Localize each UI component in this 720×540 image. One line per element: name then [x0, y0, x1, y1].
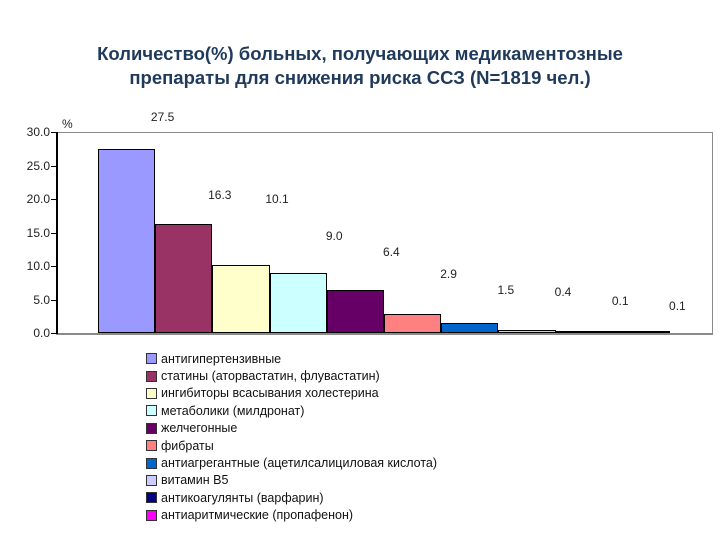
legend-label: фибраты	[161, 439, 214, 453]
legend-swatch-icon	[146, 440, 157, 451]
bar-value-label: 0.4	[543, 285, 583, 299]
legend-swatch-icon	[146, 371, 157, 382]
legend-label: желчегонные	[161, 421, 237, 435]
bar	[212, 265, 269, 333]
chart-title: Количество(%) больных, получающих медика…	[40, 42, 680, 90]
bar	[613, 331, 670, 333]
legend-label: статины (аторвастатин, флувастатин)	[161, 369, 380, 383]
bar	[498, 330, 555, 333]
bar	[384, 314, 441, 333]
y-axis-unit-label: %	[62, 117, 73, 131]
bar	[155, 224, 212, 333]
legend-label: метаболики (милдронат)	[161, 404, 304, 418]
legend-item: фибраты	[146, 437, 437, 454]
legend-item: статины (аторвастатин, флувастатин)	[146, 367, 437, 384]
legend-label: витамин В5	[161, 473, 228, 487]
bar	[441, 323, 498, 333]
legend-item: антикоагулянты (варфарин)	[146, 489, 437, 506]
y-tick-mark	[51, 266, 57, 267]
bar	[98, 149, 155, 333]
legend-label: антиаритмические (пропафенон)	[161, 508, 353, 522]
bar-value-label: 27.5	[143, 110, 183, 124]
legend-swatch-icon	[146, 388, 157, 399]
legend-swatch-icon	[146, 492, 157, 503]
legend-label: ингибиторы всасывания холестерина	[161, 386, 379, 400]
legend-label: антикоагулянты (варфарин)	[161, 491, 324, 505]
legend-swatch-icon	[146, 510, 157, 521]
legend-swatch-icon	[146, 423, 157, 434]
y-tick-label: 15.0	[20, 226, 50, 240]
bar	[270, 273, 327, 333]
chart-title-line-2: препараты для снижения риска ССЗ (N=1819…	[40, 66, 680, 90]
bar-value-label: 16.3	[200, 188, 240, 202]
legend-item: желчегонные	[146, 420, 437, 437]
legend-swatch-icon	[146, 475, 157, 486]
y-tick-label: 25.0	[20, 159, 50, 173]
legend-label: антигипертензивные	[161, 352, 281, 366]
y-tick-mark	[51, 199, 57, 200]
legend-swatch-icon	[146, 458, 157, 469]
legend-item: витамин В5	[146, 472, 437, 489]
legend: антигипертензивные статины (аторвастатин,…	[146, 350, 437, 524]
x-axis	[56, 333, 713, 335]
y-tick-mark	[51, 300, 57, 301]
bar-value-label: 0.1	[657, 299, 697, 313]
bar	[327, 290, 384, 333]
y-tick-mark	[51, 166, 57, 167]
chart-title-line-1: Количество(%) больных, получающих медика…	[40, 42, 680, 66]
legend-item: ингибиторы всасывания холестерина	[146, 385, 437, 402]
y-tick-mark	[51, 233, 57, 234]
y-tick-label: 0.0	[20, 326, 50, 340]
bar-value-label: 10.1	[257, 192, 297, 206]
y-tick-label: 20.0	[20, 192, 50, 206]
legend-label: антиагрегантные (ацетилсалициловая кисло…	[161, 456, 437, 470]
bar-value-label: 9.0	[314, 229, 354, 243]
bar-value-label: 2.9	[429, 267, 469, 281]
bar-value-label: 1.5	[486, 283, 526, 297]
legend-swatch-icon	[146, 405, 157, 416]
bar-value-label: 6.4	[371, 245, 411, 259]
legend-item: антигипертензивные	[146, 350, 437, 367]
legend-item: антиагрегантные (ацетилсалициловая кисло…	[146, 454, 437, 471]
y-tick-label: 30.0	[20, 125, 50, 139]
y-tick-label: 5.0	[20, 293, 50, 307]
bar-value-label: 0.1	[600, 294, 640, 308]
y-tick-mark	[51, 132, 57, 133]
legend-item: антиаритмические (пропафенон)	[146, 507, 437, 524]
bar	[556, 331, 613, 333]
legend-swatch-icon	[146, 353, 157, 364]
legend-item: метаболики (милдронат)	[146, 402, 437, 419]
y-tick-label: 10.0	[20, 259, 50, 273]
y-tick-mark	[51, 333, 57, 334]
